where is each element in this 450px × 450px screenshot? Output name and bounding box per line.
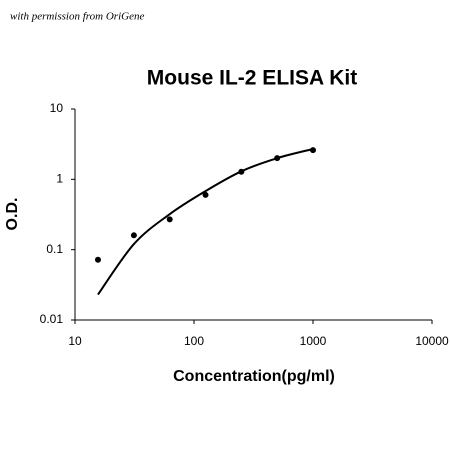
x-tick-label: 100: [184, 334, 204, 348]
data-point: [130, 232, 137, 239]
data-point: [166, 216, 173, 223]
y-tick-label: 10: [50, 101, 64, 115]
chart-title: Mouse IL-2 ELISA Kit: [147, 67, 357, 90]
watermark: with permission from OriGene: [10, 11, 144, 23]
y-tick-label: 1: [56, 172, 63, 186]
x-tick-label: 10000: [415, 334, 449, 348]
data-point: [202, 191, 209, 198]
x-tick-label: 1000: [300, 334, 327, 348]
y-axis-label: O.D.: [4, 198, 21, 231]
x-axis-label: Concentration(pg/ml): [173, 368, 335, 385]
fit-curve: [97, 148, 314, 296]
y-tick-label: 0.1: [46, 242, 63, 256]
y-tick-label: 0.01: [40, 312, 64, 326]
x-tick-label: 10: [68, 334, 82, 348]
data-point: [94, 256, 101, 263]
